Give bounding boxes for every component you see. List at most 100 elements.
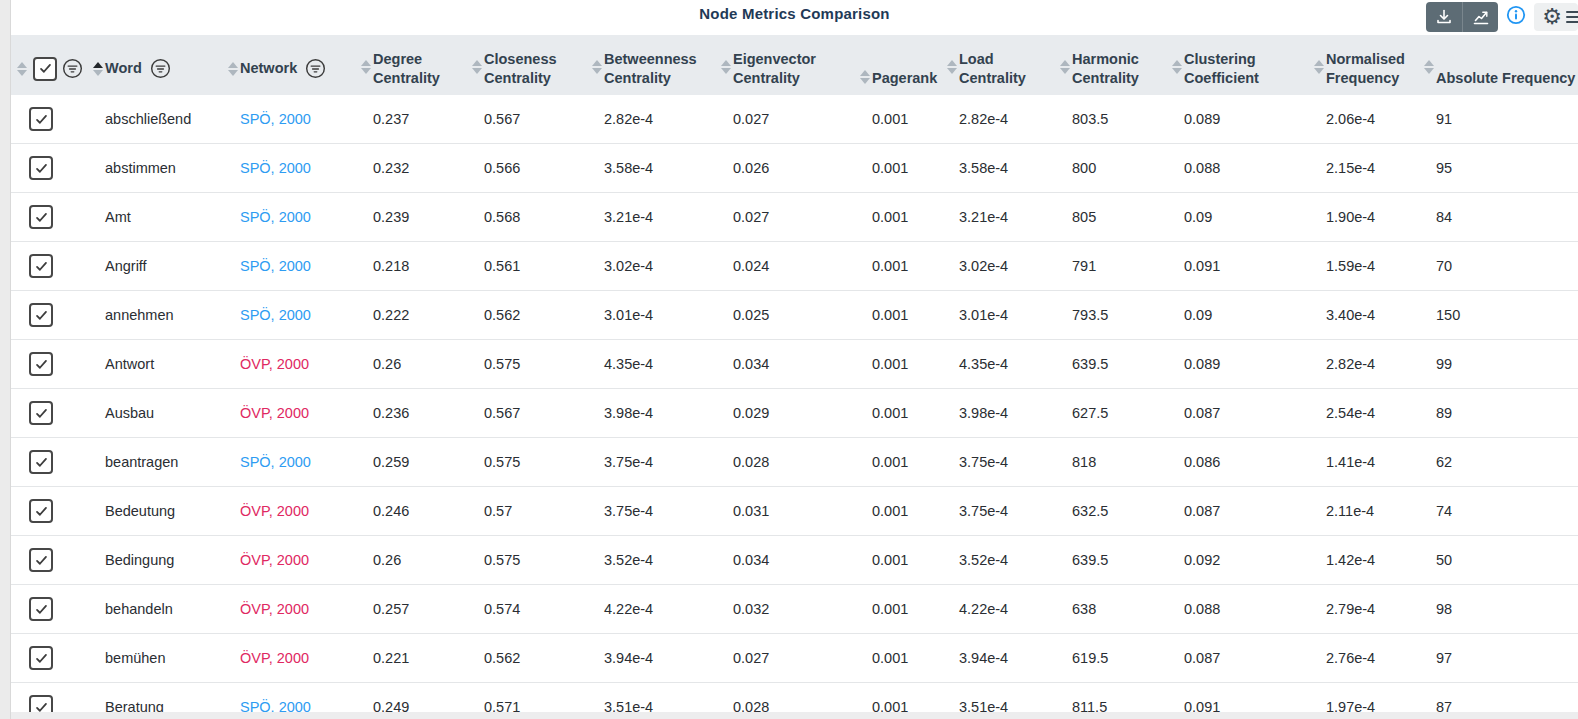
cell-load-centrality: 2.82e-4	[945, 95, 1058, 144]
cell-pagerank: 0.001	[858, 634, 945, 683]
cell-eigenvector-centrality: 0.026	[719, 144, 858, 193]
cell-normalised-frequency: 1.41e-4	[1312, 438, 1422, 487]
cell-load-centrality: 3.21e-4	[945, 193, 1058, 242]
row-checkbox[interactable]	[29, 107, 53, 131]
row-checkbox[interactable]	[29, 597, 53, 621]
row-select-cell	[11, 487, 91, 536]
check-icon	[35, 309, 48, 322]
download-button[interactable]	[1426, 2, 1462, 32]
cell-word: Bedingung	[91, 536, 226, 585]
cell-pagerank: 0.001	[858, 536, 945, 585]
header-eigenvector-centrality[interactable]: Eigenvector Centrality	[719, 35, 858, 95]
cell-network-link[interactable]: ÖVP, 2000	[226, 487, 359, 536]
row-checkbox[interactable]	[29, 548, 53, 572]
row-checkbox[interactable]	[29, 352, 53, 376]
row-checkbox[interactable]	[29, 499, 53, 523]
cell-normalised-frequency: 1.59e-4	[1312, 242, 1422, 291]
cell-pagerank: 0.001	[858, 438, 945, 487]
cell-network-link[interactable]: SPÖ, 2000	[226, 95, 359, 144]
sort-toggle-word[interactable]	[91, 62, 105, 76]
cell-closeness-centrality: 0.575	[470, 438, 590, 487]
sort-toggle-clustering[interactable]	[1170, 60, 1184, 74]
sort-toggle-select[interactable]	[15, 62, 29, 76]
row-select-cell	[11, 585, 91, 634]
table-row: behandeln ÖVP, 2000 0.257 0.574 4.22e-4 …	[11, 585, 1578, 634]
cell-normalised-frequency: 2.06e-4	[1312, 95, 1422, 144]
cell-normalised-frequency: 1.42e-4	[1312, 536, 1422, 585]
sort-toggle-eigenvector[interactable]	[719, 60, 733, 74]
filter-word-button[interactable]	[149, 57, 172, 80]
menu-button[interactable]	[1566, 11, 1578, 23]
cell-network-link[interactable]: SPÖ, 2000	[226, 291, 359, 340]
sort-toggle-network[interactable]	[226, 62, 240, 76]
cell-normalised-frequency: 3.40e-4	[1312, 291, 1422, 340]
header-harmonic-centrality[interactable]: Harmonic Centrality	[1058, 35, 1170, 95]
cell-betweenness-centrality: 3.02e-4	[590, 242, 719, 291]
sort-toggle-degree[interactable]	[359, 60, 373, 74]
cell-pagerank: 0.001	[858, 291, 945, 340]
cell-absolute-frequency: 89	[1422, 389, 1578, 438]
row-checkbox[interactable]	[29, 401, 53, 425]
settings-button[interactable]: ⚙	[1538, 6, 1566, 28]
sort-toggle-closeness[interactable]	[470, 60, 484, 74]
info-button[interactable]	[1506, 5, 1526, 25]
cell-network-link[interactable]: SPÖ, 2000	[226, 438, 359, 487]
header-network[interactable]: Network	[226, 35, 359, 95]
chart-view-button[interactable]	[1462, 2, 1498, 32]
sort-toggle-normalised[interactable]	[1312, 60, 1326, 74]
cell-network-link[interactable]: ÖVP, 2000	[226, 536, 359, 585]
cell-betweenness-centrality: 3.75e-4	[590, 487, 719, 536]
header-row: Word Network	[11, 35, 1578, 95]
check-icon	[35, 652, 48, 665]
cell-clustering-coefficient: 0.086	[1170, 438, 1312, 487]
cell-network-link[interactable]: SPÖ, 2000	[226, 242, 359, 291]
cell-degree-centrality: 0.222	[359, 291, 470, 340]
mode-toggle-group	[1426, 2, 1498, 32]
row-checkbox[interactable]	[29, 205, 53, 229]
check-icon	[35, 358, 48, 371]
table-row: abstimmen SPÖ, 2000 0.232 0.566 3.58e-4 …	[11, 144, 1578, 193]
cell-load-centrality: 3.94e-4	[945, 634, 1058, 683]
cell-network-link[interactable]: SPÖ, 2000	[226, 193, 359, 242]
cell-clustering-coefficient: 0.09	[1170, 291, 1312, 340]
cell-harmonic-centrality: 632.5	[1058, 487, 1170, 536]
header-load-centrality[interactable]: Load Centrality	[945, 35, 1058, 95]
header-absolute-frequency[interactable]: Absolute Frequency	[1422, 35, 1578, 95]
cell-network-link[interactable]: ÖVP, 2000	[226, 340, 359, 389]
select-all-checkbox[interactable]	[33, 57, 57, 81]
row-checkbox[interactable]	[29, 254, 53, 278]
cell-network-link[interactable]: ÖVP, 2000	[226, 634, 359, 683]
cell-betweenness-centrality: 3.98e-4	[590, 389, 719, 438]
sort-toggle-absolute[interactable]	[1422, 60, 1436, 74]
filter-select-button[interactable]	[61, 57, 84, 80]
cell-clustering-coefficient: 0.088	[1170, 144, 1312, 193]
cell-network-link[interactable]: ÖVP, 2000	[226, 389, 359, 438]
sort-toggle-betweenness[interactable]	[590, 60, 604, 74]
cell-degree-centrality: 0.232	[359, 144, 470, 193]
header-word[interactable]: Word	[91, 35, 226, 95]
header-normalised-frequency[interactable]: Normalised Frequency	[1312, 35, 1422, 95]
sort-toggle-harmonic[interactable]	[1058, 60, 1072, 74]
column-label-network: Network	[240, 59, 297, 78]
header-degree-centrality[interactable]: Degree Centrality	[359, 35, 470, 95]
check-icon	[35, 456, 48, 469]
row-checkbox[interactable]	[29, 303, 53, 327]
sort-toggle-load[interactable]	[945, 60, 959, 74]
header-betweenness-centrality[interactable]: Betweenness Centrality	[590, 35, 719, 95]
cell-network-link[interactable]: SPÖ, 2000	[226, 144, 359, 193]
cell-closeness-centrality: 0.562	[470, 634, 590, 683]
filter-network-button[interactable]	[304, 57, 327, 80]
row-checkbox[interactable]	[29, 450, 53, 474]
row-checkbox[interactable]	[29, 646, 53, 670]
cell-load-centrality: 3.01e-4	[945, 291, 1058, 340]
header-pagerank[interactable]: Pagerank	[858, 35, 945, 95]
row-checkbox[interactable]	[29, 156, 53, 180]
cell-degree-centrality: 0.257	[359, 585, 470, 634]
cell-absolute-frequency: 97	[1422, 634, 1578, 683]
table-row: Ausbau ÖVP, 2000 0.236 0.567 3.98e-4 0.0…	[11, 389, 1578, 438]
cell-network-link[interactable]: ÖVP, 2000	[226, 585, 359, 634]
header-closeness-centrality[interactable]: Closeness Centrality	[470, 35, 590, 95]
cell-absolute-frequency: 50	[1422, 536, 1578, 585]
header-clustering-coefficient[interactable]: Clustering Coefficient	[1170, 35, 1312, 95]
sort-toggle-pagerank[interactable]	[858, 70, 872, 84]
